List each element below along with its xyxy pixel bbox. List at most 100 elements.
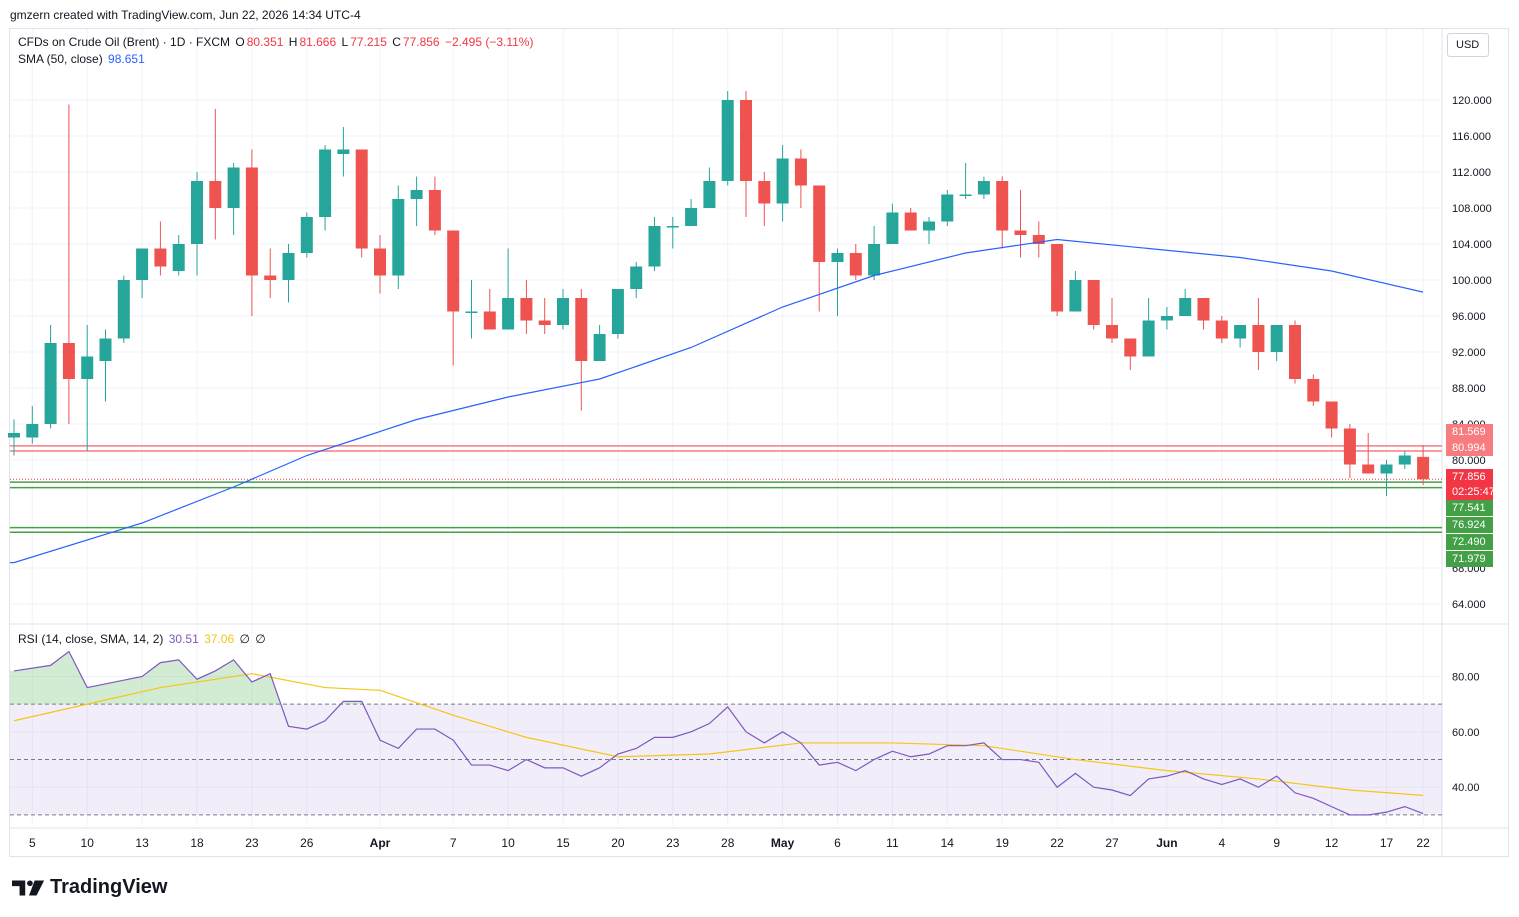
candle-body: [1069, 280, 1082, 312]
chart-frame: [9, 28, 1509, 857]
candle-body: [868, 244, 881, 276]
candle-body: [1215, 320, 1228, 339]
candle-body: [721, 100, 734, 181]
candle-body: [630, 266, 643, 289]
price-axis-label: 100.000: [1452, 275, 1492, 287]
candle-body: [355, 149, 368, 249]
candle-body: [886, 212, 899, 244]
candle-body: [1032, 235, 1045, 244]
time-axis-label: 13: [135, 836, 149, 850]
candle-body: [794, 158, 807, 186]
time-axis-label: 6: [834, 836, 841, 850]
candle-body: [483, 311, 496, 330]
candle-body: [831, 253, 844, 262]
brand-name: TradingView: [50, 876, 168, 898]
time-axis-label: 11: [886, 836, 899, 850]
sma-value: 98.651: [108, 52, 145, 66]
candle-body: [977, 181, 990, 195]
candle-body: [1362, 464, 1375, 474]
price-axis-label: 88.000: [1452, 383, 1486, 395]
rsi-sma-line: [13, 673, 1424, 796]
rsi-extra-2: ∅: [255, 632, 266, 646]
rsi-label[interactable]: RSI (14, close, SMA, 14, 2): [18, 632, 164, 646]
price-axis-label: 108.000: [1452, 203, 1492, 215]
sma-label[interactable]: SMA (50, close): [18, 52, 103, 66]
candle-body: [1325, 401, 1338, 429]
currency-button[interactable]: USD: [1447, 33, 1489, 57]
candle-body: [337, 149, 350, 154]
candle-body: [1252, 325, 1265, 352]
candle-body: [1179, 298, 1192, 316]
open-label: O: [235, 35, 245, 49]
candle-body: [575, 298, 588, 361]
low-value: 77.215: [350, 35, 387, 49]
candle-body: [849, 253, 862, 276]
time-axis-label: Apr: [370, 836, 391, 850]
price-tag: 81.569: [1446, 424, 1493, 440]
candle-body: [264, 275, 277, 280]
candle-body: [1197, 298, 1210, 321]
candle-body: [904, 212, 917, 231]
rsi-axis-label: 60.00: [1452, 727, 1480, 739]
time-axis-label: 15: [556, 836, 570, 850]
candle-body: [502, 298, 515, 330]
tradingview-logo-icon: [12, 879, 45, 896]
candle-body: [758, 181, 771, 204]
tradingview-logo[interactable]: TradingView: [12, 876, 167, 899]
candle-body: [703, 181, 716, 208]
candle-body: [1417, 456, 1430, 480]
candle-body: [1124, 338, 1137, 357]
candle-body: [282, 253, 295, 280]
symbol-name[interactable]: CFDs on Crude Oil (Brent) · 1D · FXCM: [18, 35, 231, 49]
candle-body: [117, 280, 130, 339]
candle-body: [1051, 244, 1064, 312]
candle-body: [959, 194, 972, 196]
candle-body: [538, 320, 551, 325]
candle-body: [410, 190, 423, 199]
time-axis-label: 26: [300, 836, 314, 850]
candle-body: [923, 221, 935, 231]
candle-body: [996, 181, 1009, 231]
rsi-extra-1: ∅: [239, 632, 250, 646]
price-tag: 77.856: [1446, 469, 1493, 485]
candle-body: [1087, 280, 1100, 325]
price-axis-label: 92.000: [1452, 347, 1486, 359]
candle-body: [44, 343, 57, 424]
sma-legend[interactable]: SMA (50, close) 98.651: [18, 52, 147, 66]
candle-body: [300, 217, 313, 253]
candle-body: [1398, 455, 1411, 465]
chart-credit: gmzern created with TradingView.com, Jun…: [10, 8, 361, 22]
time-axis-label: 23: [245, 836, 259, 850]
low-label: L: [341, 35, 349, 49]
rsi-legend[interactable]: RSI (14, close, SMA, 14, 2) 30.51 37.06 …: [18, 632, 268, 646]
time-axis-label: 14: [941, 836, 955, 850]
candle-body: [1106, 325, 1118, 339]
candle-body: [465, 311, 478, 313]
sma-line: [10, 238, 1424, 564]
rsi-line: [13, 650, 1424, 816]
candle-body: [1160, 316, 1173, 321]
candle-body: [776, 158, 789, 204]
change-value: −2.495 (−3.11%): [444, 35, 534, 49]
time-axis-label: 20: [611, 836, 625, 850]
candle-body: [374, 248, 386, 276]
candle-body: [557, 298, 569, 325]
candle-body: [8, 433, 20, 438]
candle-body: [227, 167, 240, 208]
time-axis-label: 23: [666, 836, 680, 850]
time-axis-label: 4: [1218, 836, 1225, 850]
candle-body: [447, 230, 460, 312]
high-value: 81.666: [299, 35, 337, 49]
time-axis-label: 22: [1050, 836, 1064, 850]
candle-body: [392, 199, 405, 276]
open-value: 80.351: [246, 35, 284, 49]
candle-body: [740, 100, 752, 181]
candle-body: [154, 248, 167, 267]
time-axis-label: 7: [450, 836, 457, 850]
time-axis-label: 18: [190, 836, 204, 850]
candle-body: [81, 356, 94, 379]
candle-body: [1142, 320, 1155, 357]
candle-body: [593, 334, 606, 361]
